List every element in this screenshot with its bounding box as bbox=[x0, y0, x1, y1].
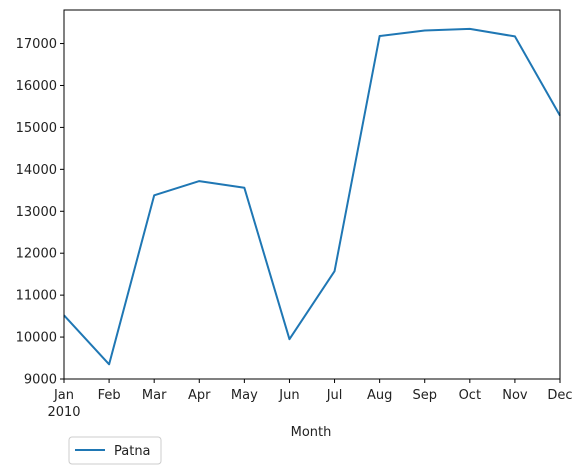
x-tick-label: Jul bbox=[326, 388, 343, 403]
x-tick-label: Mar bbox=[142, 388, 167, 403]
y-tick-label: 12000 bbox=[16, 247, 57, 262]
x-tick-label: Aug bbox=[367, 388, 392, 403]
x-tick-label: Jan bbox=[53, 388, 74, 403]
legend-box bbox=[68, 436, 162, 465]
x-axis-title: Month bbox=[291, 425, 332, 440]
x-tick-label: Oct bbox=[459, 388, 481, 403]
legend: Patna bbox=[68, 436, 162, 465]
y-tick-label: 13000 bbox=[16, 205, 57, 220]
x-tick-label: Sep bbox=[412, 388, 437, 403]
x-axis-year-label: 2010 bbox=[47, 405, 80, 420]
x-tick-label: Dec bbox=[547, 388, 572, 403]
y-tick-label: 17000 bbox=[16, 37, 57, 52]
y-tick-label: 16000 bbox=[16, 79, 57, 94]
series-line-patna bbox=[63, 27, 561, 366]
x-tick-label: Nov bbox=[502, 388, 528, 403]
axes: 9000 10000 11000 12000 13000 14000 15000 16000 1… bbox=[16, 9, 573, 403]
x-tick-label: Jun bbox=[278, 388, 299, 403]
plot-frame bbox=[63, 9, 561, 380]
y-tick-label: 10000 bbox=[16, 331, 57, 346]
x-tick-label: Apr bbox=[188, 388, 211, 403]
x-tick-label: Feb bbox=[98, 388, 121, 403]
legend-label-patna: Patna bbox=[114, 444, 151, 459]
plot-area bbox=[63, 27, 561, 366]
x-tick-label: May bbox=[231, 388, 258, 403]
y-tick-label: 11000 bbox=[16, 289, 57, 304]
y-tick-label: 9000 bbox=[24, 373, 57, 388]
y-tick-label: 15000 bbox=[16, 121, 57, 136]
y-tick-label: 14000 bbox=[16, 163, 57, 178]
